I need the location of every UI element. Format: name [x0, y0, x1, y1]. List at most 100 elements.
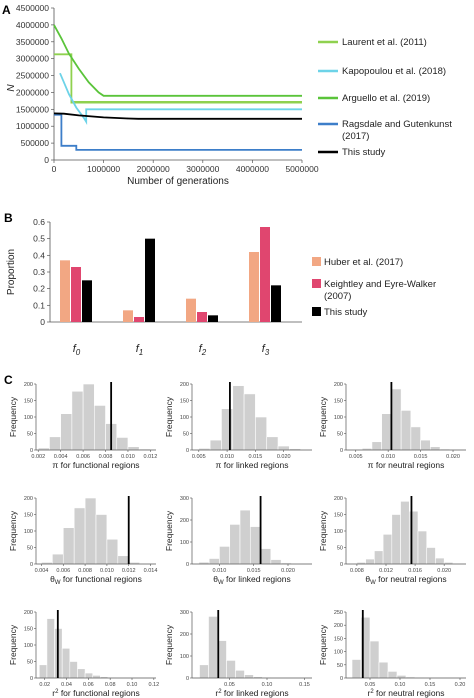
- x-tick-label: 0.008: [99, 454, 113, 460]
- x-tick-label: 0.014: [144, 568, 158, 574]
- bar-1-f0: [60, 260, 70, 322]
- histogram-bin: [127, 446, 140, 451]
- histogram-5: 0 100 200 300 0.010 0.015 0.020 Frequency θW for…: [164, 496, 312, 586]
- histogram-bin: [387, 671, 398, 679]
- histogram-4: 0 50 100 150 200 0.004 0.006 0.008 0.010 0.012 0.0…: [8, 496, 157, 586]
- x-axis-label-subscript: W: [218, 580, 224, 586]
- x-axis-label: π for functional regions: [52, 460, 139, 470]
- histogram-bin: [235, 669, 245, 679]
- x-tick-label: 2000000: [137, 164, 170, 174]
- y-tick-label: 0: [44, 155, 49, 165]
- x-tick-label: 0.008: [350, 568, 364, 574]
- histogram-bin: [61, 647, 71, 679]
- histogram-1: 0 50 100 150 200 0.002 0.004 0.006 0.008 0.010 0.0…: [8, 382, 157, 470]
- y-tick-label: 50: [27, 432, 33, 438]
- histogram-bin: [381, 413, 392, 451]
- series-line-2: [59, 72, 302, 126]
- histogram-bin: [400, 500, 410, 565]
- x-tick-label: 0.08: [105, 682, 116, 688]
- histogram-bin: [209, 439, 222, 451]
- y-tick-label: 0: [40, 317, 45, 327]
- x-tick-label: 0.010: [213, 568, 227, 574]
- x-tick-label: 0.10: [127, 682, 138, 688]
- x-axis-label-rest: for functional regions: [58, 688, 139, 698]
- series-line-5: [53, 112, 302, 120]
- histogram-bin: [84, 497, 97, 565]
- y-axis-label: Frequency: [8, 624, 18, 665]
- bar-2-f2: [197, 312, 207, 322]
- x-tick-label: 0.004: [35, 568, 49, 574]
- y-tick-label: 200: [334, 496, 343, 502]
- histogram-bin: [420, 439, 431, 451]
- y-tick-label: 300: [180, 610, 189, 616]
- histogram-8: 0 100 200 300 0.05 0.10 0.15 Frequency r2 for li…: [164, 610, 312, 698]
- y-tick-label: 0: [30, 562, 33, 568]
- histogram-2: 0 50 100 150 200 0.005 0.010 0.015 0.020 Frequenc…: [164, 382, 312, 470]
- y-tick-label: 50: [337, 432, 343, 438]
- x-tick-label: 0.012: [122, 568, 136, 574]
- y-axis-label: Frequency: [164, 624, 174, 665]
- y-tick-label: 0: [340, 448, 343, 454]
- x-tick-label: 0.04: [61, 682, 72, 688]
- x-tick-label: 0.006: [76, 454, 90, 460]
- x-tick-label: 0.020: [277, 454, 291, 460]
- y-tick-label: 100: [334, 415, 343, 421]
- x-tick-label: 0.015: [414, 454, 428, 460]
- histogram-bin: [116, 437, 129, 451]
- x-tick-label: 0.10: [262, 682, 273, 688]
- x-tick-label: 4000000: [236, 164, 269, 174]
- legend-label-cont: (2017): [342, 131, 369, 142]
- x-tick-label: 0.10: [395, 682, 406, 688]
- x-axis-label-rest: for linked regions: [222, 688, 289, 698]
- x-tick-label: 0.02: [39, 682, 50, 688]
- histogram-bin: [71, 390, 84, 451]
- y-axis-label: Frequency: [318, 396, 328, 437]
- histogram-bin: [82, 383, 95, 451]
- legend-label: Ragsdale and Gutenkunst: [342, 119, 452, 130]
- x-axis-label: r2 for functional regions: [52, 688, 139, 698]
- bar-3-f3: [271, 285, 281, 322]
- x-axis-label: r2 for neutral regions: [367, 688, 444, 698]
- y-tick-label: 4500000: [16, 3, 49, 13]
- panel-c-letter: C: [4, 373, 13, 387]
- y-tick-label: 100: [24, 415, 33, 421]
- legend-label: This study: [342, 147, 386, 158]
- x-axis-label-symbol: θ: [365, 574, 370, 584]
- x-tick-label: 0.010: [381, 454, 395, 460]
- x-tick-label: 0.020: [281, 568, 295, 574]
- x-axis-label-superscript: 2: [218, 689, 222, 695]
- x-axis-label: r2 for linked regions: [215, 688, 288, 698]
- y-tick-label: 100: [180, 540, 189, 546]
- x-tick-label: 0.012: [379, 568, 393, 574]
- y-tick-label: 2500000: [16, 71, 49, 81]
- y-tick-label: 50: [27, 660, 33, 666]
- y-tick-label: 0.5: [33, 234, 45, 244]
- histogram-bin: [226, 660, 236, 679]
- x-axis-label-rest: for neutral regions: [376, 574, 447, 584]
- y-tick-label: 200: [180, 632, 189, 638]
- histogram-bin: [84, 672, 94, 679]
- x-tick-label: 0.15: [299, 682, 310, 688]
- x-tick-label: 3000000: [186, 164, 219, 174]
- histogram-bin: [38, 664, 48, 679]
- histogram-bin: [249, 526, 261, 565]
- x-tick-label: 0.020: [446, 454, 460, 460]
- y-axis-label: Frequency: [164, 510, 174, 551]
- x-tick-label: 0.015: [247, 568, 261, 574]
- histogram-bin: [69, 661, 78, 679]
- histogram-bin: [255, 416, 268, 451]
- legend-label: Huber et al. (2017): [324, 257, 403, 268]
- x-tick-label: 0.010: [220, 454, 234, 460]
- category-label: f3: [262, 343, 270, 357]
- histogram-bin: [92, 675, 101, 679]
- x-tick-label: 0.008: [78, 568, 92, 574]
- y-tick-label: 200: [334, 382, 343, 388]
- category-label-sub: 2: [201, 348, 207, 357]
- histogram-bin: [46, 618, 55, 679]
- y-tick-label: 200: [180, 382, 189, 388]
